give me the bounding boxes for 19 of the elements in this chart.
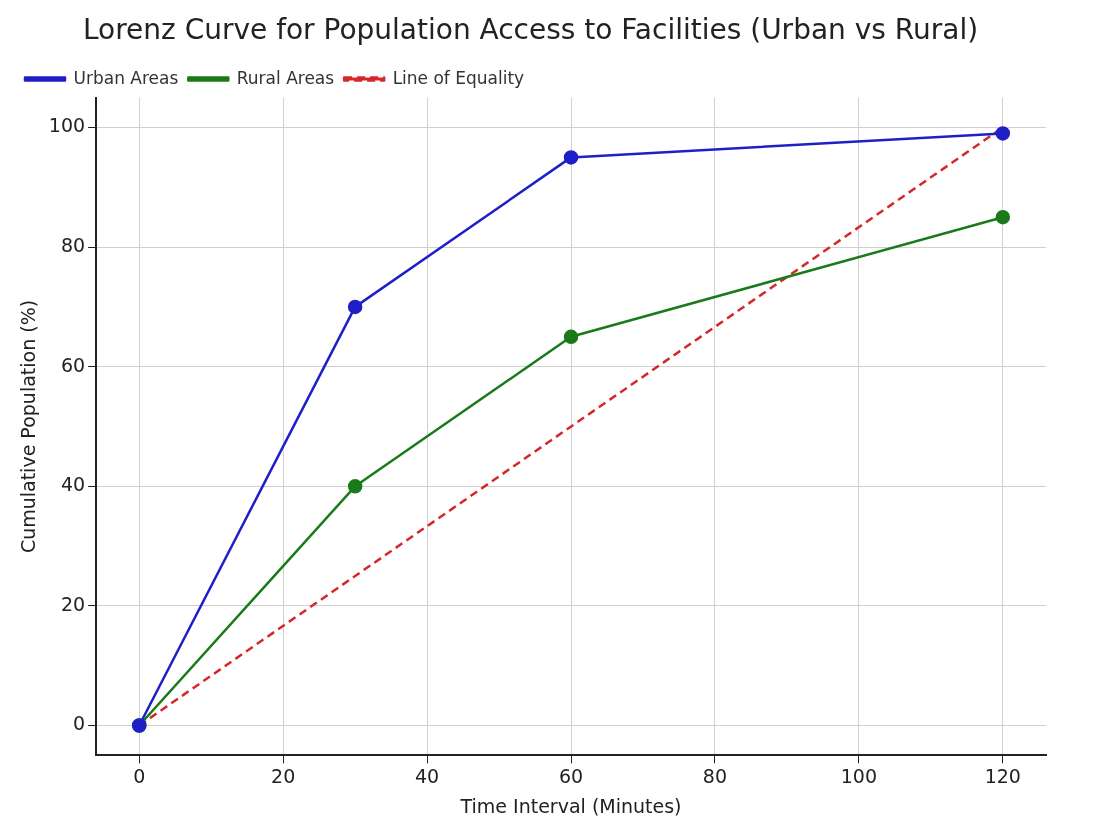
x-tick-label: 60 <box>558 764 584 787</box>
chart-title: Lorenz Curve for Population Access to Facilities (Urban vs Rural) <box>82 13 979 47</box>
x-tick-label: 120 <box>984 764 1021 787</box>
legend-label: Rural Areas <box>236 67 335 88</box>
x-tick-label: 40 <box>415 764 440 787</box>
y-axis-title: Cumulative Population (%) <box>17 299 40 554</box>
x-axis-title: Time Interval (Minutes) <box>459 794 682 817</box>
y-tick-label: 20 <box>60 592 86 615</box>
y-tick-label: 80 <box>60 234 86 257</box>
y-tick-label: 0 <box>72 712 86 735</box>
y-tick-label: 40 <box>60 473 86 496</box>
x-tick-label: 100 <box>840 764 878 787</box>
legend-label: Line of Equality <box>392 67 525 88</box>
x-tick-label: 0 <box>133 764 146 787</box>
x-tick-label: 80 <box>702 764 728 787</box>
x-tick-label: 20 <box>271 764 296 787</box>
y-tick-label: 100 <box>48 114 86 137</box>
legend-label: Urban Areas <box>73 67 179 88</box>
y-tick-label: 60 <box>60 353 86 376</box>
